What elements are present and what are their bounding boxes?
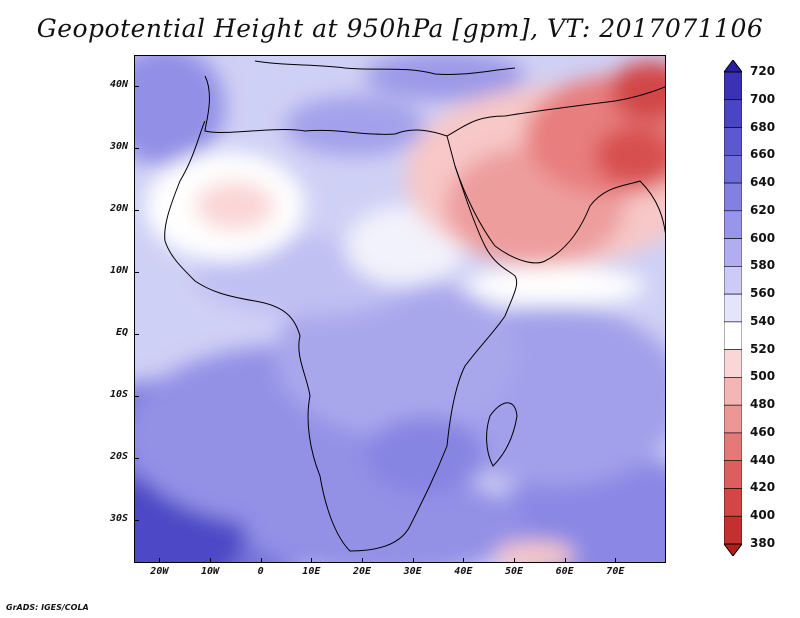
colorbar-cell — [724, 404, 742, 434]
colorbar-label: 420 — [750, 480, 776, 495]
colorbar-cell — [724, 210, 742, 239]
lat-tick-mark — [134, 519, 139, 521]
lon-tick-label: 70E — [606, 566, 625, 577]
colorbar-label: 560 — [750, 286, 776, 301]
colorbar-cell — [724, 377, 742, 406]
lat-tick-label: 30N — [109, 140, 128, 152]
lon-tick-mark — [260, 558, 262, 563]
colorbar-label: 620 — [750, 202, 776, 217]
lat-tick-label: 20S — [109, 450, 128, 462]
lat-tick-label: 30S — [109, 512, 128, 524]
lon-tick-label: 40E — [454, 566, 473, 577]
colorbar-label: 400 — [750, 508, 776, 523]
lon-tick-label: 60E — [555, 566, 574, 577]
map-panel — [134, 55, 666, 563]
colorbar-cell — [724, 238, 742, 267]
colorbar-cell — [724, 349, 742, 378]
colorbar-label: 660 — [750, 147, 776, 162]
lon-tick-mark — [514, 558, 515, 563]
credit-text: GrADS: IGES/COLA — [6, 603, 89, 612]
lon-tick-mark — [159, 558, 161, 563]
lat-tick-mark — [134, 147, 139, 149]
lat-tick-mark — [134, 85, 139, 87]
lon-tick-mark — [564, 558, 566, 563]
colorbar-cell — [724, 460, 742, 489]
geopotential-field — [135, 56, 665, 562]
colorbar-cell — [724, 432, 742, 462]
lon-tick-mark — [210, 558, 211, 563]
lat-tick-label: 40N — [109, 78, 128, 90]
lon-tick-label: 20W — [150, 566, 169, 577]
lon-tick-mark — [412, 558, 414, 563]
colorbar-label: 640 — [750, 175, 776, 190]
colorbar-cell — [724, 154, 742, 184]
colorbar-cell — [724, 71, 742, 101]
colorbar-cell — [724, 515, 742, 545]
lon-tick-mark — [311, 558, 313, 563]
lon-tick-mark — [615, 558, 617, 563]
lon-tick-label: 0 — [257, 566, 264, 577]
colorbar-label: 540 — [750, 313, 776, 328]
field-shading — [135, 56, 665, 562]
lat-tick-mark — [134, 457, 139, 459]
colorbar-cell — [724, 488, 742, 517]
lon-tick-label: 10E — [302, 566, 321, 577]
colorbar-top-arrow — [724, 60, 742, 73]
colorbar-label: 700 — [750, 91, 776, 106]
lat-tick-mark — [134, 395, 139, 397]
colorbar-label: 460 — [750, 424, 776, 439]
colorbar-cell — [724, 266, 742, 295]
map-title: Geopotential Height at 950hPa [gpm], VT:… — [36, 14, 764, 43]
colorbar-label: 600 — [750, 230, 776, 245]
colorbar-label: 380 — [750, 536, 776, 550]
lon-tick-label: 30E — [403, 566, 422, 577]
colorbar-bottom-arrow — [724, 543, 742, 556]
lon-tick-label: 20E — [352, 566, 372, 577]
lat-tick-label: 10S — [109, 388, 128, 400]
colorbar — [724, 60, 742, 556]
colorbar-cell — [724, 182, 742, 212]
lat-tick-mark — [134, 209, 139, 211]
colorbar-label: 680 — [750, 119, 776, 134]
lon-tick-mark — [362, 558, 363, 563]
lon-tick-label: 10W — [200, 566, 220, 577]
colorbar-label: 720 — [750, 64, 776, 78]
lon-tick-mark — [463, 558, 465, 563]
lat-tick-label: 10N — [109, 264, 128, 276]
coastlines — [164, 60, 665, 552]
colorbar-label: 520 — [750, 341, 776, 356]
colorbar-label: 480 — [750, 397, 776, 412]
colorbar-cell — [724, 293, 742, 323]
lon-tick-label: 50E — [504, 566, 524, 577]
colorbar-label: 580 — [750, 258, 776, 273]
colorbar-cell — [724, 127, 742, 156]
lat-tick-mark — [134, 271, 139, 273]
colorbar-cell — [724, 99, 742, 128]
colorbar-label: 440 — [750, 452, 776, 467]
lat-tick-label: EQ — [115, 326, 128, 338]
colorbar-cell — [724, 321, 742, 350]
lat-tick-mark — [134, 333, 139, 335]
colorbar-label: 500 — [750, 369, 776, 384]
lat-tick-label: 20N — [109, 202, 128, 214]
